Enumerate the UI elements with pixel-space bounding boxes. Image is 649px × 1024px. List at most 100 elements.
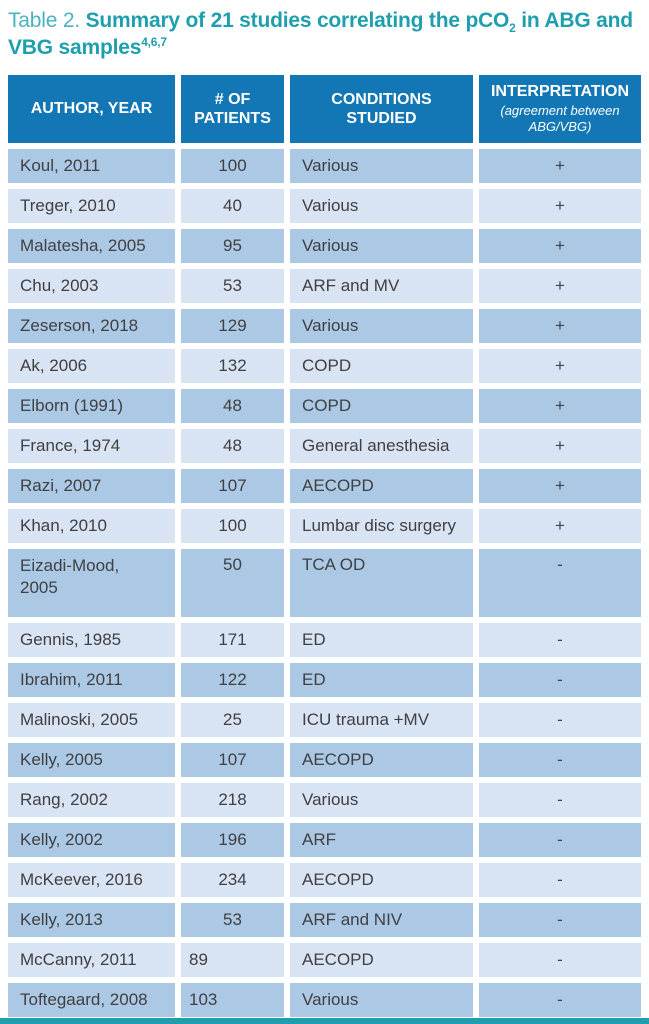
conditions-studied-cell: ED (290, 662, 473, 697)
interpretation-cell: - (479, 942, 641, 977)
num-patients-cell: 171 (181, 622, 284, 657)
interpretation-cell: + (479, 228, 641, 263)
header-interpretation-label: INTERPRETATION (490, 82, 630, 100)
pco2-subscript: 2 (509, 21, 516, 36)
num-patients-cell: 89 (181, 942, 284, 977)
conditions-studied-cell: TCA OD (290, 548, 473, 617)
author-year-cell: Koul, 2011 (8, 148, 175, 183)
author-year-cell: Kelly, 2002 (8, 822, 175, 857)
author-year-cell: Ibrahim, 2011 (8, 662, 175, 697)
author-year-cell: Gennis, 1985 (8, 622, 175, 657)
table-row: Koul, 2011 100 Various + (8, 148, 641, 183)
footer-accent-bar (0, 1018, 649, 1024)
num-patients-cell: 40 (181, 188, 284, 223)
num-patients-cell: 234 (181, 862, 284, 897)
author-year-cell: Toftegaard, 2008 (8, 982, 175, 1017)
interpretation-cell: - (479, 548, 641, 617)
num-patients-cell: 196 (181, 822, 284, 857)
conditions-studied-cell: ARF and NIV (290, 902, 473, 937)
interpretation-cell: - (479, 622, 641, 657)
header-interpretation-sublabel: (agreement between ABG/VBG) (500, 103, 620, 135)
header-num-patients: # OF PATIENTS (181, 74, 284, 143)
conditions-studied-cell: General anesthesia (290, 428, 473, 463)
table-row: Chu, 2003 53 ARF and MV + (8, 268, 641, 303)
conditions-studied-cell: Lumbar disc surgery (290, 508, 473, 543)
num-patients-cell: 129 (181, 308, 284, 343)
author-year-cell: Chu, 2003 (8, 268, 175, 303)
conditions-studied-cell: Various (290, 228, 473, 263)
table-row: Khan, 2010 100 Lumbar disc surgery + (8, 508, 641, 543)
conditions-studied-cell: AECOPD (290, 742, 473, 777)
author-year-cell: Razi, 2007 (8, 468, 175, 503)
interpretation-cell: + (479, 428, 641, 463)
num-patients-cell: 107 (181, 468, 284, 503)
table-header-row: AUTHOR, YEAR # OF PATIENTS CONDITIONS ST… (8, 74, 641, 143)
num-patients-cell: 103 (181, 982, 284, 1017)
author-year-cell: Rang, 2002 (8, 782, 175, 817)
interpretation-cell: - (479, 782, 641, 817)
num-patients-cell: 100 (181, 148, 284, 183)
interpretation-cell: + (479, 148, 641, 183)
interpretation-cell: + (479, 508, 641, 543)
author-year-cell: Malatesha, 2005 (8, 228, 175, 263)
num-patients-cell: 48 (181, 428, 284, 463)
table-title-prefix: Table 2. (8, 9, 86, 32)
author-year-cell: Kelly, 2005 (8, 742, 175, 777)
table-row: Zeserson, 2018 129 Various + (8, 308, 641, 343)
author-year-cell: France, 1974 (8, 428, 175, 463)
interpretation-cell: - (479, 902, 641, 937)
author-year-cell: Eizadi-Mood, 2005 (8, 548, 175, 617)
author-year-cell: McCanny, 2011 (8, 942, 175, 977)
conditions-studied-cell: ARF and MV (290, 268, 473, 303)
table-row: McCanny, 2011 89 AECOPD - (8, 942, 641, 977)
table-row: Razi, 2007 107 AECOPD + (8, 468, 641, 503)
author-year-cell: Treger, 2010 (8, 188, 175, 223)
table-title-main: Summary of 21 studies correlating the pC… (8, 9, 633, 59)
table-row: Malinoski, 2005 25 ICU trauma +MV - (8, 702, 641, 737)
interpretation-cell: - (479, 662, 641, 697)
table-row: Toftegaard, 2008 103 Various - (8, 982, 641, 1017)
table-row: Elborn (1991) 48 COPD + (8, 388, 641, 423)
conditions-studied-cell: ARF (290, 822, 473, 857)
interpretation-cell: + (479, 468, 641, 503)
interpretation-cell: - (479, 822, 641, 857)
num-patients-cell: 53 (181, 268, 284, 303)
conditions-studied-cell: AECOPD (290, 862, 473, 897)
author-year-cell: Kelly, 2013 (8, 902, 175, 937)
num-patients-cell: 107 (181, 742, 284, 777)
table-row: Kelly, 2002 196 ARF - (8, 822, 641, 857)
conditions-studied-cell: Various (290, 148, 473, 183)
author-year-cell: Khan, 2010 (8, 508, 175, 543)
table-row: Rang, 2002 218 Various - (8, 782, 641, 817)
conditions-studied-cell: COPD (290, 348, 473, 383)
conditions-studied-cell: Various (290, 308, 473, 343)
interpretation-cell: + (479, 308, 641, 343)
author-year-cell: Ak, 2006 (8, 348, 175, 383)
table-row: Malatesha, 2005 95 Various + (8, 228, 641, 263)
num-patients-cell: 50 (181, 548, 284, 617)
header-interpretation: INTERPRETATION (agreement between ABG/VB… (479, 74, 641, 143)
num-patients-cell: 122 (181, 662, 284, 697)
conditions-studied-cell: ICU trauma +MV (290, 702, 473, 737)
header-conditions-studied-label: CONDITIONS STUDIED (331, 90, 432, 127)
conditions-studied-cell: ED (290, 622, 473, 657)
num-patients-cell: 95 (181, 228, 284, 263)
table-body: Koul, 2011 100 Various + Treger, 2010 40… (8, 148, 641, 1017)
conditions-studied-cell: Various (290, 782, 473, 817)
interpretation-cell: - (479, 742, 641, 777)
author-year-cell: Zeserson, 2018 (8, 308, 175, 343)
interpretation-cell: + (479, 388, 641, 423)
author-year-cell: Malinoski, 2005 (8, 702, 175, 737)
num-patients-cell: 132 (181, 348, 284, 383)
table-row: France, 1974 48 General anesthesia + (8, 428, 641, 463)
conditions-studied-cell: COPD (290, 388, 473, 423)
interpretation-cell: + (479, 268, 641, 303)
table-row: McKeever, 2016 234 AECOPD - (8, 862, 641, 897)
table-row: Gennis, 1985 171 ED - (8, 622, 641, 657)
author-year-cell: Elborn (1991) (8, 388, 175, 423)
header-num-patients-label: # OF PATIENTS (194, 90, 271, 127)
table-row: Ak, 2006 132 COPD + (8, 348, 641, 383)
num-patients-cell: 48 (181, 388, 284, 423)
conditions-studied-cell: Various (290, 188, 473, 223)
interpretation-cell: - (479, 702, 641, 737)
